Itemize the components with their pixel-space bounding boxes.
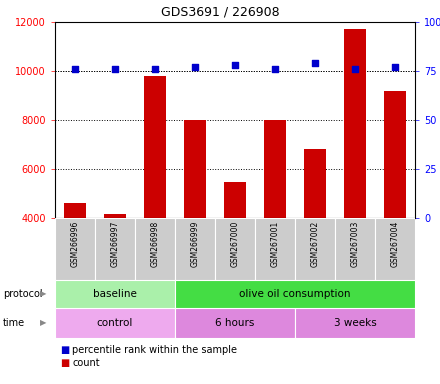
Text: GSM267000: GSM267000 [231, 221, 239, 268]
Bar [384, 91, 406, 218]
Bar [104, 214, 126, 218]
Point [151, 66, 158, 72]
Text: GSM266999: GSM266999 [191, 221, 199, 268]
Bar [175, 218, 215, 280]
Text: GSM267003: GSM267003 [351, 221, 359, 268]
Text: percentile rank within the sample: percentile rank within the sample [72, 345, 237, 355]
Bar [55, 218, 95, 280]
Text: time: time [3, 318, 25, 328]
Text: ■: ■ [60, 358, 69, 368]
Bar [224, 182, 246, 218]
Bar [175, 308, 295, 338]
Bar [264, 120, 286, 218]
Bar [184, 120, 206, 218]
Point [71, 66, 78, 72]
Bar [144, 76, 166, 218]
Bar [95, 218, 135, 280]
Bar [64, 203, 86, 218]
Bar [215, 218, 255, 280]
Text: ▶: ▶ [40, 290, 46, 298]
Text: ■: ■ [60, 345, 69, 355]
Text: ▶: ▶ [40, 318, 46, 328]
Text: GSM267001: GSM267001 [271, 221, 279, 267]
Point [111, 66, 118, 72]
Text: GSM267002: GSM267002 [311, 221, 319, 267]
Text: GDS3691 / 226908: GDS3691 / 226908 [161, 5, 279, 18]
Point [191, 64, 198, 70]
Bar [304, 149, 326, 218]
Text: protocol: protocol [3, 289, 43, 299]
Bar [295, 308, 415, 338]
Point [271, 66, 279, 72]
Text: control: control [97, 318, 133, 328]
Text: olive oil consumption: olive oil consumption [239, 289, 351, 299]
Point [231, 62, 238, 68]
Bar [175, 280, 415, 308]
Point [312, 60, 319, 66]
Text: GSM266998: GSM266998 [150, 221, 160, 267]
Bar [375, 218, 415, 280]
Text: GSM266997: GSM266997 [110, 221, 120, 268]
Bar [55, 280, 175, 308]
Text: 6 hours: 6 hours [215, 318, 255, 328]
Text: count: count [72, 358, 99, 368]
Bar [295, 218, 335, 280]
Bar [344, 29, 366, 218]
Text: GSM267004: GSM267004 [391, 221, 400, 268]
Bar [55, 308, 175, 338]
Point [352, 66, 359, 72]
Bar [255, 218, 295, 280]
Text: baseline: baseline [93, 289, 137, 299]
Bar [335, 218, 375, 280]
Text: GSM266996: GSM266996 [70, 221, 80, 268]
Bar [135, 218, 175, 280]
Text: 3 weeks: 3 weeks [334, 318, 376, 328]
Point [392, 64, 399, 70]
